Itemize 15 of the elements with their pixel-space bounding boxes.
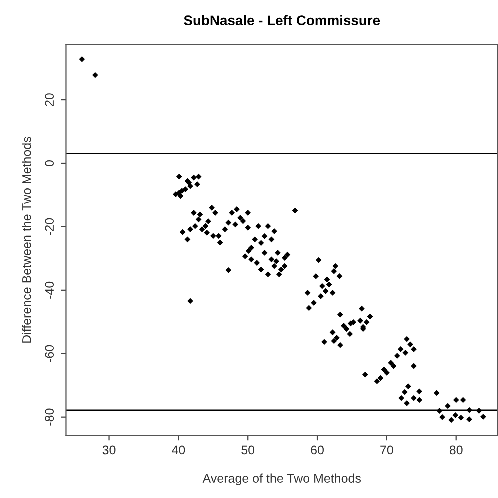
x-tick-label: 50: [242, 446, 255, 455]
y-tick-label: 20: [45, 94, 54, 106]
x-tick-label: 60: [311, 446, 324, 455]
y-tick-label: -80: [45, 408, 54, 426]
x-tick-label: 80: [450, 446, 463, 455]
y-tick-label: -40: [45, 282, 54, 299]
x-axis-title: Average of the Two Methods: [202, 474, 362, 486]
chart-title: SubNasale - Left Commissure: [184, 15, 380, 26]
x-tick-label: 40: [172, 446, 186, 455]
y-axis-title: Difference Between the Two Methods: [22, 137, 32, 343]
y-tick-label: 0: [45, 160, 54, 166]
x-tick-label: 70: [380, 446, 394, 455]
y-tick-label: -20: [45, 218, 54, 236]
x-tick-label: 30: [102, 446, 116, 455]
y-tick-label: -60: [45, 345, 54, 362]
